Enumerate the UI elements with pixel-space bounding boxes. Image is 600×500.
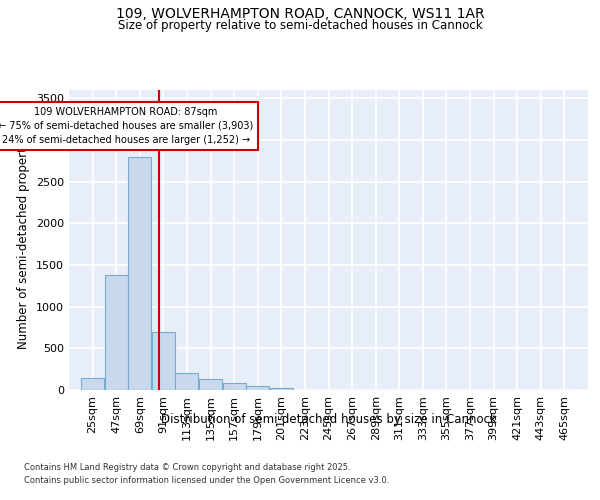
Bar [223,383,245,390]
Bar [175,374,199,390]
Text: Distribution of semi-detached houses by size in Cannock: Distribution of semi-detached houses by … [161,412,497,426]
Bar [152,332,175,390]
Text: Size of property relative to semi-detached houses in Cannock: Size of property relative to semi-detach… [118,19,482,32]
Text: 109 WOLVERHAMPTON ROAD: 87sqm
← 75% of semi-detached houses are smaller (3,903)
: 109 WOLVERHAMPTON ROAD: 87sqm ← 75% of s… [0,106,253,144]
Bar [128,156,151,390]
Bar [199,379,222,390]
Text: Contains public sector information licensed under the Open Government Licence v3: Contains public sector information licen… [24,476,389,485]
Bar [270,388,293,390]
Bar [81,378,104,390]
Y-axis label: Number of semi-detached properties: Number of semi-detached properties [17,130,31,350]
Text: 109, WOLVERHAMPTON ROAD, CANNOCK, WS11 1AR: 109, WOLVERHAMPTON ROAD, CANNOCK, WS11 1… [116,8,484,22]
Bar [246,386,269,390]
Text: Contains HM Land Registry data © Crown copyright and database right 2025.: Contains HM Land Registry data © Crown c… [24,462,350,471]
Bar [104,275,128,390]
